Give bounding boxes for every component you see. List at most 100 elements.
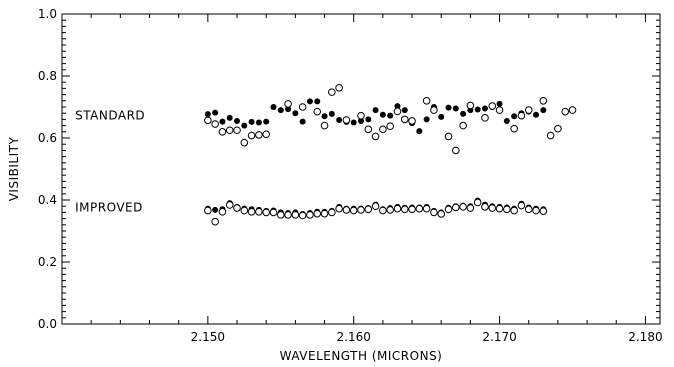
- y-tick-label: 0.8: [38, 69, 57, 83]
- data-point-open: [481, 114, 489, 122]
- data-point-open: [510, 206, 518, 215]
- data-point-open: [430, 208, 438, 217]
- data-point-filled: [372, 107, 379, 114]
- data-point-filled: [365, 116, 372, 123]
- data-point-filled: [336, 117, 343, 124]
- data-point-open: [539, 97, 548, 105]
- data-point-filled: [379, 111, 386, 118]
- data-point-filled: [270, 104, 277, 110]
- data-point-open: [262, 130, 271, 139]
- data-point-open: [481, 203, 489, 211]
- data-point-open: [269, 208, 278, 217]
- x-tick-label: 2.160: [337, 330, 371, 344]
- data-point-open: [546, 131, 555, 140]
- data-point-open: [204, 206, 212, 215]
- data-point-open: [204, 116, 212, 125]
- data-point-filled: [285, 106, 292, 113]
- data-point-open: [233, 204, 241, 212]
- data-point-open: [240, 138, 249, 147]
- data-point-filled: [401, 107, 408, 114]
- data-point-open: [240, 206, 249, 215]
- data-point-open: [488, 204, 497, 212]
- y-tick-label: 1.0: [38, 7, 57, 21]
- data-point-open: [349, 206, 358, 215]
- data-point-open: [466, 204, 475, 212]
- data-point-filled: [241, 122, 248, 129]
- data-point-open: [335, 83, 343, 92]
- data-point-open: [408, 117, 416, 125]
- data-point-open: [400, 115, 409, 124]
- data-point-open: [452, 203, 460, 212]
- tick-labels: 0.0 0.2 0.4 0.6 0.8 1.0 2.150 2.160 2.170 2.180: [38, 7, 663, 344]
- data-point-open: [554, 124, 562, 133]
- data-point-open: [255, 207, 263, 216]
- data-point-open: [459, 121, 467, 130]
- plot-frame: [61, 13, 661, 325]
- data-point-open: [313, 209, 322, 218]
- data-point-open: [364, 205, 373, 214]
- data-point-open: [430, 106, 438, 114]
- data-point-filled: [511, 113, 518, 120]
- data-point-open: [218, 207, 227, 216]
- y-tick-label: 0.2: [38, 255, 57, 269]
- data-point-filled: [394, 103, 401, 110]
- data-point-filled: [423, 116, 430, 123]
- data-point-open: [517, 201, 526, 210]
- data-point-open: [225, 126, 234, 135]
- data-point-open: [466, 101, 475, 110]
- data-point-open: [495, 106, 504, 114]
- data-point-filled: [416, 128, 423, 135]
- data-point-filled: [387, 112, 394, 119]
- data-point-open: [386, 206, 394, 214]
- data-point-open: [568, 106, 577, 114]
- data-point-open: [422, 97, 431, 105]
- x-axis-title: WAVELENGTH (MICRONS): [280, 349, 443, 363]
- data-point-open: [408, 205, 416, 214]
- data-point-filled: [503, 117, 510, 124]
- data-point-open: [276, 211, 285, 219]
- data-point-open: [262, 208, 271, 217]
- data-point-open: [379, 206, 387, 215]
- data-point-open: [255, 131, 263, 139]
- data-point-open: [386, 122, 394, 131]
- data-point-filled: [219, 118, 226, 125]
- data-point-open: [357, 206, 365, 214]
- data-point-filled: [314, 98, 321, 105]
- x-tick-label: 2.150: [191, 330, 225, 344]
- data-point-filled: [292, 110, 299, 117]
- y-axis-title: VISIBILITY: [7, 137, 21, 202]
- data-point-open: [284, 211, 292, 219]
- data-point-filled: [212, 206, 219, 213]
- data-point-open: [371, 132, 380, 141]
- data-point-filled: [306, 98, 313, 105]
- data-point-open: [532, 206, 540, 215]
- data-point-open: [218, 128, 227, 136]
- data-point-filled: [204, 111, 211, 118]
- data-point-filled: [533, 111, 540, 118]
- data-point-open: [371, 202, 380, 210]
- data-point-filled: [226, 114, 233, 121]
- data-point-open: [379, 125, 387, 134]
- data-point-filled: [358, 117, 364, 124]
- data-point-open: [415, 204, 424, 213]
- data-point-open: [291, 211, 300, 219]
- data-point-open: [342, 206, 351, 214]
- data-point-open: [328, 208, 336, 217]
- annotation-label: STANDARD: [75, 109, 145, 123]
- data-point-filled: [234, 117, 241, 124]
- data-point-filled: [299, 118, 306, 125]
- data-point-open: [444, 205, 453, 214]
- data-point-open: [400, 205, 409, 214]
- data-point-filled: [255, 119, 262, 126]
- data-point-open: [284, 100, 292, 108]
- data-point-open: [320, 121, 329, 130]
- data-point-open: [510, 124, 518, 133]
- data-point-open: [298, 103, 307, 111]
- data-point-open: [335, 204, 343, 213]
- data-point-filled: [452, 105, 459, 112]
- series-1-open: [204, 83, 577, 155]
- data-point-open: [211, 120, 219, 128]
- data-point-filled: [481, 105, 488, 112]
- data-point-open: [561, 107, 570, 116]
- data-point-open: [306, 211, 314, 219]
